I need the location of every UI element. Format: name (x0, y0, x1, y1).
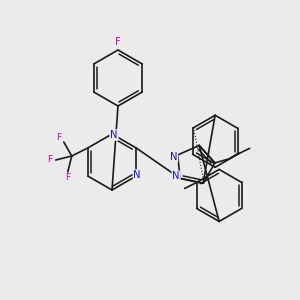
Text: N: N (170, 152, 177, 162)
Text: F: F (115, 37, 121, 47)
Text: F: F (56, 134, 62, 142)
Text: N: N (110, 130, 118, 140)
Text: F: F (47, 155, 52, 164)
Text: N: N (172, 171, 180, 182)
Text: N: N (134, 170, 141, 180)
Text: F: F (65, 173, 70, 182)
